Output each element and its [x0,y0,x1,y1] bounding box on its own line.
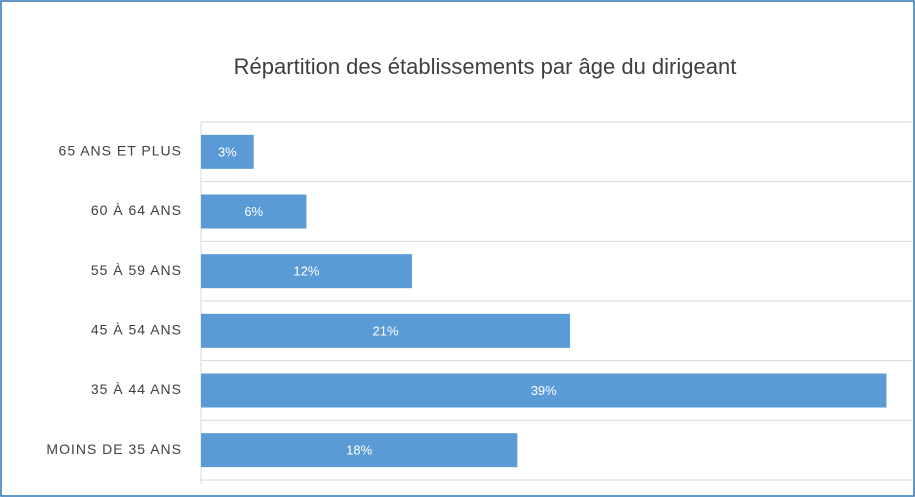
chart-title: Répartition des établissements par âge d… [234,54,737,79]
data-label: 18% [346,443,372,458]
bar [201,433,518,468]
data-label: 6% [244,204,263,219]
bar [201,373,887,408]
bar [201,313,571,348]
y-tick-label: 65 ANS ET PLUS [59,143,182,159]
y-tick-label: 60 À 64 ANS [91,202,182,218]
bar [201,134,254,169]
data-label: 3% [218,144,237,159]
y-tick-label: 35 À 44 ANS [91,381,182,397]
y-tick-label: 45 À 54 ANS [91,322,182,338]
y-tick-label: MOINS DE 35 ANS [46,441,182,457]
y-tick-label: 55 À 59 ANS [91,262,182,278]
data-label: 21% [373,323,399,338]
data-label: 39% [531,383,557,398]
data-label: 12% [293,264,319,279]
bar [201,194,307,229]
bar [201,254,412,289]
